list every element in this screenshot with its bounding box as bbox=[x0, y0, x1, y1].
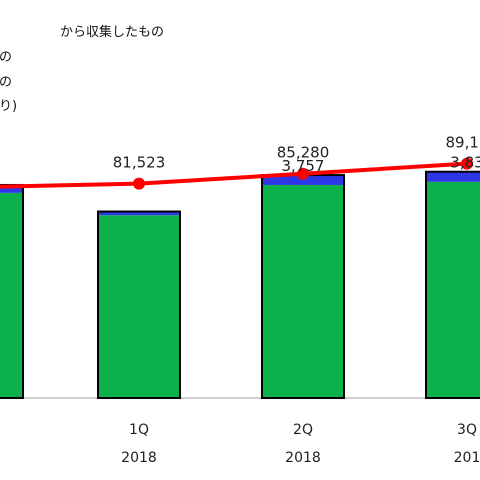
bar-outline-1 bbox=[97, 210, 181, 399]
x-tick-label-3-line2: 201 bbox=[454, 450, 480, 466]
bar-segment-blue-2 bbox=[262, 175, 344, 185]
bar-segment-green-3 bbox=[426, 181, 480, 398]
line-point-1 bbox=[133, 177, 145, 190]
legend-line-3: の bbox=[0, 75, 13, 90]
line-data-label-3: 89,11 bbox=[446, 134, 480, 152]
bar-outline-0 bbox=[0, 183, 24, 399]
bar-segment-green-1 bbox=[98, 215, 180, 398]
x-tick-label-2-line1: 2Q bbox=[293, 422, 313, 438]
legend-line-4: り) bbox=[0, 99, 18, 114]
segment-data-label-2: 3,757 bbox=[282, 157, 325, 175]
bar-outline-3 bbox=[425, 170, 480, 399]
bar-segment-blue-0 bbox=[0, 184, 23, 193]
line-data-label-2: 85,280 bbox=[277, 144, 330, 162]
line-point-3 bbox=[461, 157, 473, 170]
bar-segment-blue-1 bbox=[98, 211, 180, 216]
bar-segment-green-2 bbox=[262, 184, 344, 398]
x-tick-label-1-line2: 2018 bbox=[121, 450, 157, 466]
segment-data-label-3: 3,83 bbox=[450, 154, 480, 172]
x-tick-label-3-line1: 3Q bbox=[457, 422, 477, 438]
line-data-label-1: 81,523 bbox=[113, 154, 166, 172]
bar-segment-blue-3 bbox=[426, 171, 480, 182]
legend-line-2: の bbox=[0, 50, 13, 65]
x-tick-label-2-line2: 2018 bbox=[285, 450, 321, 466]
line-point-2 bbox=[297, 167, 309, 180]
legend-line-1: から収集したもの bbox=[60, 25, 165, 40]
x-tick-label-1-line1: 1Q bbox=[129, 422, 149, 438]
bar-segment-green-0 bbox=[0, 192, 23, 398]
line-series-path bbox=[0, 161, 468, 189]
